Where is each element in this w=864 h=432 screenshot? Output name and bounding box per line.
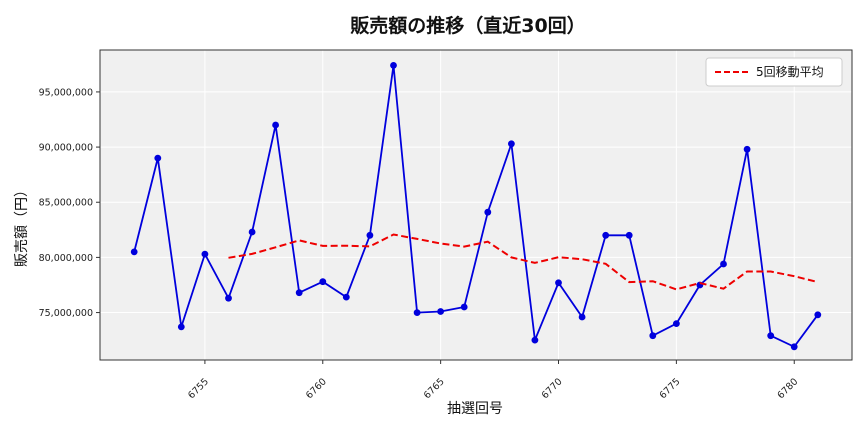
- x-tick-label: 6755: [186, 376, 211, 401]
- plot-frame: [99, 49, 853, 361]
- y-tick-label: 80,000,000: [39, 253, 93, 264]
- y-tick-label: 95,000,000: [39, 87, 93, 98]
- y-tick-label: 85,000,000: [39, 198, 93, 209]
- sales-data-point: [508, 140, 515, 148]
- sales-data-point: [366, 231, 374, 239]
- chart-title: 販売額の推移（直近30回）: [350, 14, 585, 37]
- sales-data-point: [437, 308, 444, 315]
- sales-data-point: [177, 323, 185, 331]
- sales-data-point: [413, 309, 421, 316]
- legend-label-moving-average: 5回移動平均: [756, 65, 824, 79]
- sales-series-line: [133, 65, 819, 348]
- sales-data-point: [649, 332, 657, 340]
- sales-data-point: [625, 231, 633, 239]
- series-layer: [130, 62, 822, 351]
- x-tick-label: 6775: [658, 376, 683, 401]
- sales-data-point: [319, 278, 327, 286]
- sales-data-point: [130, 248, 138, 256]
- sales-data-point: [272, 121, 279, 129]
- moving-average-line: [228, 233, 819, 291]
- sales-data-point: [578, 313, 586, 321]
- sales-data-point: [790, 343, 798, 351]
- x-tick-label: 6760: [304, 376, 329, 401]
- x-tick-labels: 6755 6760 6765 6770 6775 6780: [186, 360, 800, 401]
- y-tick-label: 75,000,000: [39, 308, 93, 319]
- sales-data-point: [154, 154, 162, 162]
- sales-data-point: [201, 250, 209, 258]
- sales-data-point: [460, 303, 468, 311]
- sales-data-point: [248, 228, 256, 236]
- legend-box: [705, 57, 843, 87]
- x-tick-label: 6765: [422, 376, 447, 401]
- sales-data-point: [484, 208, 492, 216]
- x-tick-label: 6770: [540, 376, 565, 401]
- legend: 5回移動平均: [705, 57, 843, 87]
- sales-data-point: [743, 145, 751, 153]
- sales-data-point: [767, 332, 775, 340]
- y-tick-label: 90,000,000: [39, 143, 93, 154]
- sales-data-point: [390, 62, 397, 69]
- plot-area: [100, 50, 852, 360]
- sales-data-point: [295, 289, 303, 297]
- y-tick-labels: 75,000,000 80,000,000 85,000,000 90,000,000…: [39, 87, 100, 319]
- x-axis-label: 抽選回号: [447, 401, 503, 417]
- y-axis-label: 販売額（円）: [14, 183, 30, 267]
- x-tick-label: 6780: [775, 376, 800, 401]
- sales-data-point: [342, 293, 350, 301]
- sales-data-point: [720, 260, 727, 268]
- sales-data-point: [225, 294, 232, 302]
- sales-data-point: [531, 336, 539, 344]
- grid-lines: [99, 49, 853, 361]
- sales-data-point: [814, 311, 822, 319]
- sales-data-point: [602, 231, 610, 239]
- sales-data-point: [555, 279, 562, 287]
- sales-data-point: [673, 320, 680, 327]
